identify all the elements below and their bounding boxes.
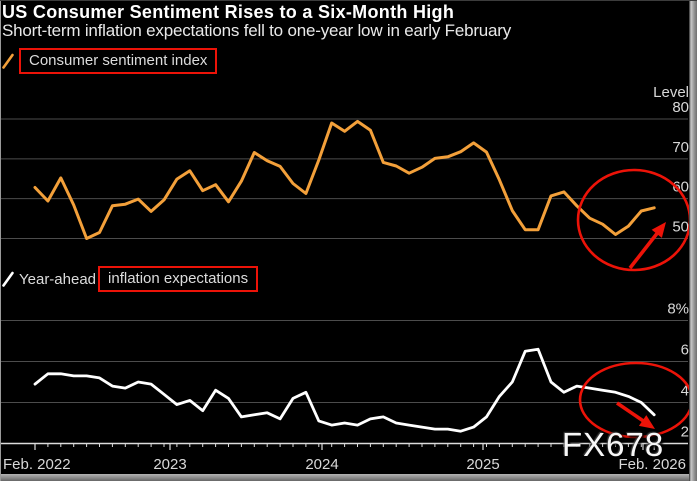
inflation-line-marker-icon bbox=[2, 271, 14, 287]
legend-consumer-sentiment: Consumer sentiment index bbox=[2, 48, 218, 74]
svg-text:2024: 2024 bbox=[305, 456, 338, 473]
legend-label-year-ahead: Year-ahead bbox=[19, 270, 97, 288]
chart-subtitle: Short-term inflation expectations fell t… bbox=[2, 21, 512, 40]
svg-text:70: 70 bbox=[672, 139, 689, 156]
svg-text:Feb. 2022: Feb. 2022 bbox=[3, 456, 71, 473]
x-axis-ticks bbox=[34, 443, 655, 450]
svg-text:50: 50 bbox=[672, 218, 689, 235]
chart-title: US Consumer Sentiment Rises to a Six-Mon… bbox=[2, 2, 455, 22]
consumer-sentiment-line bbox=[33, 119, 656, 240]
svg-text:80: 80 bbox=[672, 99, 689, 116]
bottom-chart-axis-grid: 8% 6 4 2 bbox=[0, 301, 689, 445]
window-edge-right bbox=[689, 0, 697, 481]
annotation-arrow-bottom-shaft bbox=[615, 401, 647, 425]
window-edge-top bbox=[0, 0, 697, 1]
annotation-arrow-bottom-head bbox=[638, 415, 655, 429]
svg-text:2025: 2025 bbox=[466, 456, 499, 473]
sentiment-line-marker-icon bbox=[2, 53, 14, 69]
svg-text:60: 60 bbox=[672, 179, 689, 196]
inflation-expectations-line bbox=[33, 347, 656, 433]
window-edge-left bbox=[0, 0, 1, 481]
top-axis-title: Level bbox=[653, 84, 689, 101]
svg-text:4: 4 bbox=[681, 383, 689, 400]
svg-text:2023: 2023 bbox=[153, 456, 186, 473]
legend-inflation-expectations: Year-ahead inflation expectations bbox=[2, 266, 259, 292]
window-edge-bottom bbox=[0, 474, 697, 481]
annotation-arrow-top-head bbox=[651, 222, 666, 238]
legend-label-inflation-boxed: inflation expectations bbox=[98, 266, 259, 292]
fx678-watermark: FX678 bbox=[562, 426, 665, 463]
svg-text:Feb. 2026: Feb. 2026 bbox=[618, 456, 686, 473]
legend-label-sentiment: Consumer sentiment index bbox=[19, 48, 218, 74]
svg-text:8%: 8% bbox=[667, 301, 689, 318]
svg-text:2: 2 bbox=[681, 424, 689, 441]
annotation-arrow-top-shaft bbox=[628, 229, 661, 270]
svg-text:6: 6 bbox=[681, 342, 689, 359]
top-chart-axis-grid: 80 70 60 50 bbox=[0, 99, 689, 239]
x-axis-labels: Feb. 2022 2023 2024 2025 Feb. 2026 bbox=[3, 456, 686, 473]
